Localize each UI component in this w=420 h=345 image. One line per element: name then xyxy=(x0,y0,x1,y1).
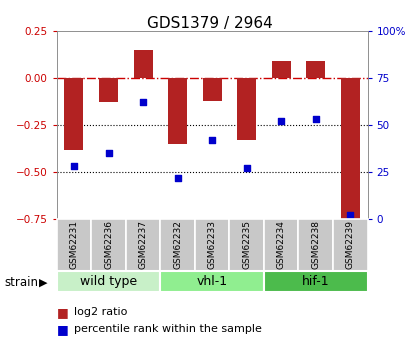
Point xyxy=(209,137,215,143)
Point xyxy=(243,166,250,171)
Bar xyxy=(195,219,229,271)
Bar xyxy=(264,271,368,292)
Point xyxy=(278,119,284,124)
Text: GSM62236: GSM62236 xyxy=(104,220,113,269)
Bar xyxy=(91,219,126,271)
Text: hif-1: hif-1 xyxy=(302,275,330,288)
Text: ■: ■ xyxy=(57,306,68,319)
Text: GSM62232: GSM62232 xyxy=(173,220,182,269)
Text: GSM62235: GSM62235 xyxy=(242,220,251,269)
Point xyxy=(71,164,77,169)
Bar xyxy=(160,219,195,271)
Bar xyxy=(306,61,325,78)
Text: ■: ■ xyxy=(57,323,68,336)
Text: ▶: ▶ xyxy=(39,277,47,287)
Bar xyxy=(272,61,291,78)
Bar xyxy=(126,219,160,271)
Text: GSM62234: GSM62234 xyxy=(277,220,286,269)
Text: GSM62237: GSM62237 xyxy=(139,220,147,269)
Text: GSM62233: GSM62233 xyxy=(207,220,217,269)
Text: log2 ratio: log2 ratio xyxy=(74,307,127,317)
Bar xyxy=(264,219,299,271)
Bar xyxy=(160,271,264,292)
Point xyxy=(174,175,181,180)
Bar xyxy=(65,78,84,149)
Text: GDS1379 / 2964: GDS1379 / 2964 xyxy=(147,16,273,30)
Point xyxy=(105,150,112,156)
Bar xyxy=(168,78,187,144)
Bar xyxy=(333,219,368,271)
Point xyxy=(347,213,354,218)
Bar xyxy=(299,219,333,271)
Bar xyxy=(202,78,222,101)
Text: GSM62238: GSM62238 xyxy=(311,220,320,269)
Text: percentile rank within the sample: percentile rank within the sample xyxy=(74,325,261,334)
Point xyxy=(312,117,319,122)
Bar xyxy=(99,78,118,102)
Text: GSM62239: GSM62239 xyxy=(346,220,355,269)
Bar xyxy=(237,78,256,140)
Text: GSM62231: GSM62231 xyxy=(69,220,79,269)
Bar xyxy=(229,219,264,271)
Bar xyxy=(341,78,360,225)
Text: wild type: wild type xyxy=(80,275,137,288)
Point xyxy=(140,100,147,105)
Text: strain: strain xyxy=(4,276,38,289)
Bar xyxy=(134,50,152,78)
Bar xyxy=(57,219,91,271)
Bar xyxy=(57,271,160,292)
Text: vhl-1: vhl-1 xyxy=(197,275,228,288)
